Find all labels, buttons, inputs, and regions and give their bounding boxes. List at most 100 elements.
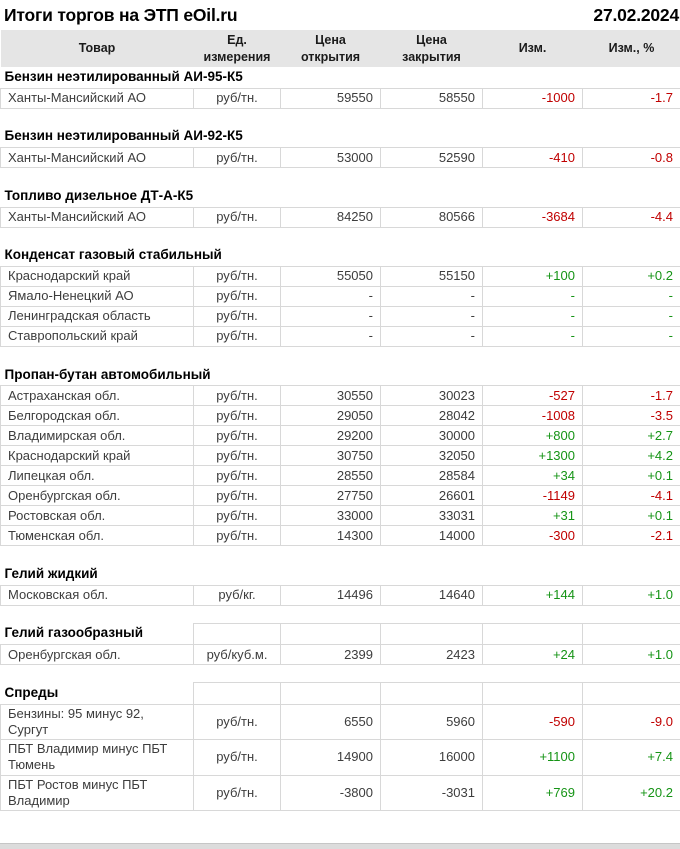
section-title: Топливо дизельное ДТ-А-К5 — [4, 187, 194, 203]
close-price-cell: -3031 — [380, 774, 483, 811]
change-pct-cell: +2.7 — [582, 425, 680, 447]
section-title: Гелий газообразный — [0, 623, 194, 645]
col-header-change: Изм. — [482, 30, 583, 67]
table-row: Ханты-Мансийский АО руб/тн. 84250 80566 -368… — [0, 206, 680, 228]
open-price-cell: 59550 — [280, 87, 381, 109]
section-empty-cell — [482, 622, 583, 646]
close-price-cell: 14000 — [380, 525, 483, 547]
section-header-row: Бензин неэтилированный АИ-95-К5 — [1, 67, 680, 88]
close-price-cell: 80566 — [380, 206, 483, 228]
gap-cell — [1, 168, 680, 186]
change-pct-cell: +7.4 — [582, 739, 680, 776]
section-empty-cell — [280, 622, 381, 646]
change-cell: - — [482, 326, 583, 347]
product-cell: Бензины: 95 минус 92, Сургут — [0, 703, 194, 740]
change-cell: +34 — [482, 465, 583, 487]
product-cell: Белгородская обл. — [0, 405, 194, 427]
change-cell: -410 — [482, 147, 583, 169]
gap-cell — [1, 347, 680, 365]
unit-cell: руб/тн. — [193, 266, 281, 287]
open-price-cell: 27750 — [280, 485, 381, 507]
title-bar: Итоги торгов на ЭТП eOil.ru 27.02.2024 — [0, 0, 680, 30]
change-cell: +800 — [482, 425, 583, 447]
trading-results-table: Товар Ед. измерения Цена открытия Цена з… — [0, 30, 680, 811]
section-header-row: Гелий газообразный — [0, 622, 680, 646]
table-body: Бензин неэтилированный АИ-95-К5 Ханты-Ман… — [0, 67, 680, 811]
close-price-cell: 2423 — [380, 644, 483, 666]
section-title: Пропан-бутан автомобильный — [4, 366, 211, 382]
col-header-change-pct: Изм., % — [582, 30, 680, 67]
product-cell: Ростовская обл. — [0, 505, 194, 527]
open-price-cell: - — [280, 286, 381, 307]
open-price-cell: 30550 — [280, 385, 381, 407]
col-header-unit: Ед. измерения — [193, 30, 281, 67]
table-row: Ленинградская область руб/тн. - - - - — [0, 306, 680, 327]
table-row: Ставропольский край руб/тн. - - - - — [0, 326, 680, 347]
section-empty-cell — [193, 622, 281, 646]
section-empty-cell — [582, 682, 680, 705]
close-price-cell: 30023 — [380, 385, 483, 407]
open-price-cell: - — [280, 306, 381, 327]
unit-cell: руб/тн. — [193, 306, 281, 327]
close-price-cell: - — [380, 286, 483, 307]
change-pct-cell: +0.2 — [582, 266, 680, 287]
section-empty-cell — [380, 622, 483, 646]
change-cell: +100 — [482, 266, 583, 287]
product-cell: Ставропольский край — [0, 326, 194, 347]
table-row: Владимирская обл. руб/тн. 29200 30000 +800 +2… — [0, 425, 680, 447]
change-cell: +144 — [482, 584, 583, 606]
section-title: Гелий жидкий — [4, 565, 98, 581]
section-header-row: Конденсат газовый стабильный — [1, 245, 680, 266]
change-cell: +24 — [482, 644, 583, 666]
gap-row — [1, 168, 680, 186]
section-header-row: Бензин неэтилированный АИ-92-К5 — [1, 126, 680, 147]
product-cell: Ханты-Мансийский АО — [0, 147, 194, 169]
unit-cell: руб/тн. — [193, 445, 281, 467]
change-pct-cell: -1.7 — [582, 87, 680, 109]
section-header-row: Пропан-бутан автомобильный — [1, 365, 680, 386]
open-price-cell: 55050 — [280, 266, 381, 287]
close-price-cell: 28584 — [380, 465, 483, 487]
unit-cell: руб/тн. — [193, 465, 281, 487]
product-cell: Краснодарский край — [0, 266, 194, 287]
page-title: Итоги торгов на ЭТП eOil.ru — [4, 5, 238, 25]
close-price-cell: 5960 — [380, 703, 483, 740]
close-price-cell: 16000 — [380, 739, 483, 776]
section-title: Бензин неэтилированный АИ-95-К5 — [4, 69, 243, 84]
product-cell: Краснодарский край — [0, 445, 194, 467]
table-row: Оренбургская обл. руб/куб.м. 2399 2423 +24 +1… — [0, 644, 680, 666]
product-cell: Тюменская обл. — [0, 525, 194, 547]
unit-cell: руб/тн. — [193, 326, 281, 347]
open-price-cell: 33000 — [280, 505, 381, 527]
table-row: Московская обл. руб/кг. 14496 14640 +144 +1.0 — [0, 584, 680, 606]
table-header: Товар Ед. измерения Цена открытия Цена з… — [0, 30, 680, 67]
unit-cell: руб/тн. — [193, 505, 281, 527]
change-pct-cell: +0.1 — [582, 465, 680, 487]
bottom-bar — [0, 843, 680, 849]
gap-row — [1, 605, 680, 623]
open-price-cell: -3800 — [280, 774, 381, 811]
change-pct-cell: -4.4 — [582, 206, 680, 228]
gap-cell — [1, 108, 680, 126]
table-row: Краснодарский край руб/тн. 30750 32050 +1300… — [0, 445, 680, 467]
unit-cell: руб/тн. — [193, 739, 281, 776]
change-cell: - — [482, 286, 583, 307]
product-cell: Липецкая обл. — [0, 465, 194, 487]
change-pct-cell: +0.1 — [582, 505, 680, 527]
open-price-cell: 28550 — [280, 465, 381, 487]
close-price-cell: - — [380, 306, 483, 327]
table-row: Тюменская обл. руб/тн. 14300 14000 -300 -2.1 — [0, 525, 680, 547]
header-row: Товар Ед. измерения Цена открытия Цена з… — [0, 30, 680, 67]
table-row: Ханты-Мансийский АО руб/тн. 53000 52590 -410… — [0, 147, 680, 169]
unit-cell: руб/тн. — [193, 703, 281, 740]
close-price-cell: 14640 — [380, 584, 483, 606]
change-pct-cell: +1.0 — [582, 644, 680, 666]
change-cell: -527 — [482, 385, 583, 407]
change-cell: -590 — [482, 703, 583, 740]
open-price-cell: 14496 — [280, 584, 381, 606]
open-price-cell: 29050 — [280, 405, 381, 427]
open-price-cell: 84250 — [280, 206, 381, 228]
close-price-cell: 30000 — [380, 425, 483, 447]
table-row: ПБТ Владимир минус ПБТ Тюмень руб/тн. 1490… — [0, 739, 680, 776]
unit-cell: руб/тн. — [193, 525, 281, 547]
